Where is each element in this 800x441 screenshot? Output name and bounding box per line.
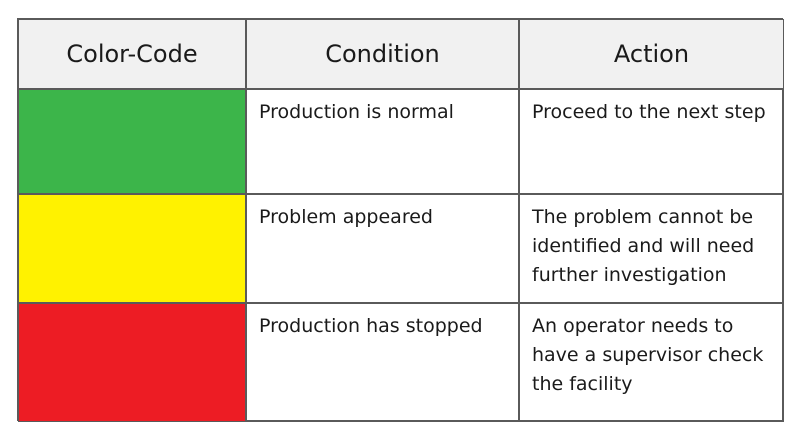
color-swatch xyxy=(18,303,246,422)
action-line: further investigation xyxy=(532,264,727,286)
action-line: An operator needs to xyxy=(532,315,734,337)
action-line: identified and will need xyxy=(532,235,755,257)
action-cell: An operator needs to have a supervisor ch… xyxy=(519,303,784,422)
condition-cell: Production has stopped xyxy=(246,303,519,422)
action-cell: The problem cannot be identified and will… xyxy=(519,194,784,303)
color-swatch xyxy=(18,89,246,194)
color-code-table: Color-Code Condition Action Production is n… xyxy=(17,18,784,422)
condition-cell: Production is normal xyxy=(246,89,519,194)
color-swatch xyxy=(18,194,246,303)
action-cell: Proceed to the next step xyxy=(519,89,784,194)
action-line: Proceed to the next step xyxy=(532,101,766,123)
header-cell: Condition xyxy=(246,19,519,89)
condition-cell: Problem appeared xyxy=(246,194,519,303)
action-line: have a supervisor check xyxy=(532,344,764,366)
header-cell: Color-Code xyxy=(18,19,246,89)
action-line: The problem cannot be xyxy=(532,206,754,228)
action-line: the facility xyxy=(532,373,633,395)
header-cell: Action xyxy=(519,19,784,89)
